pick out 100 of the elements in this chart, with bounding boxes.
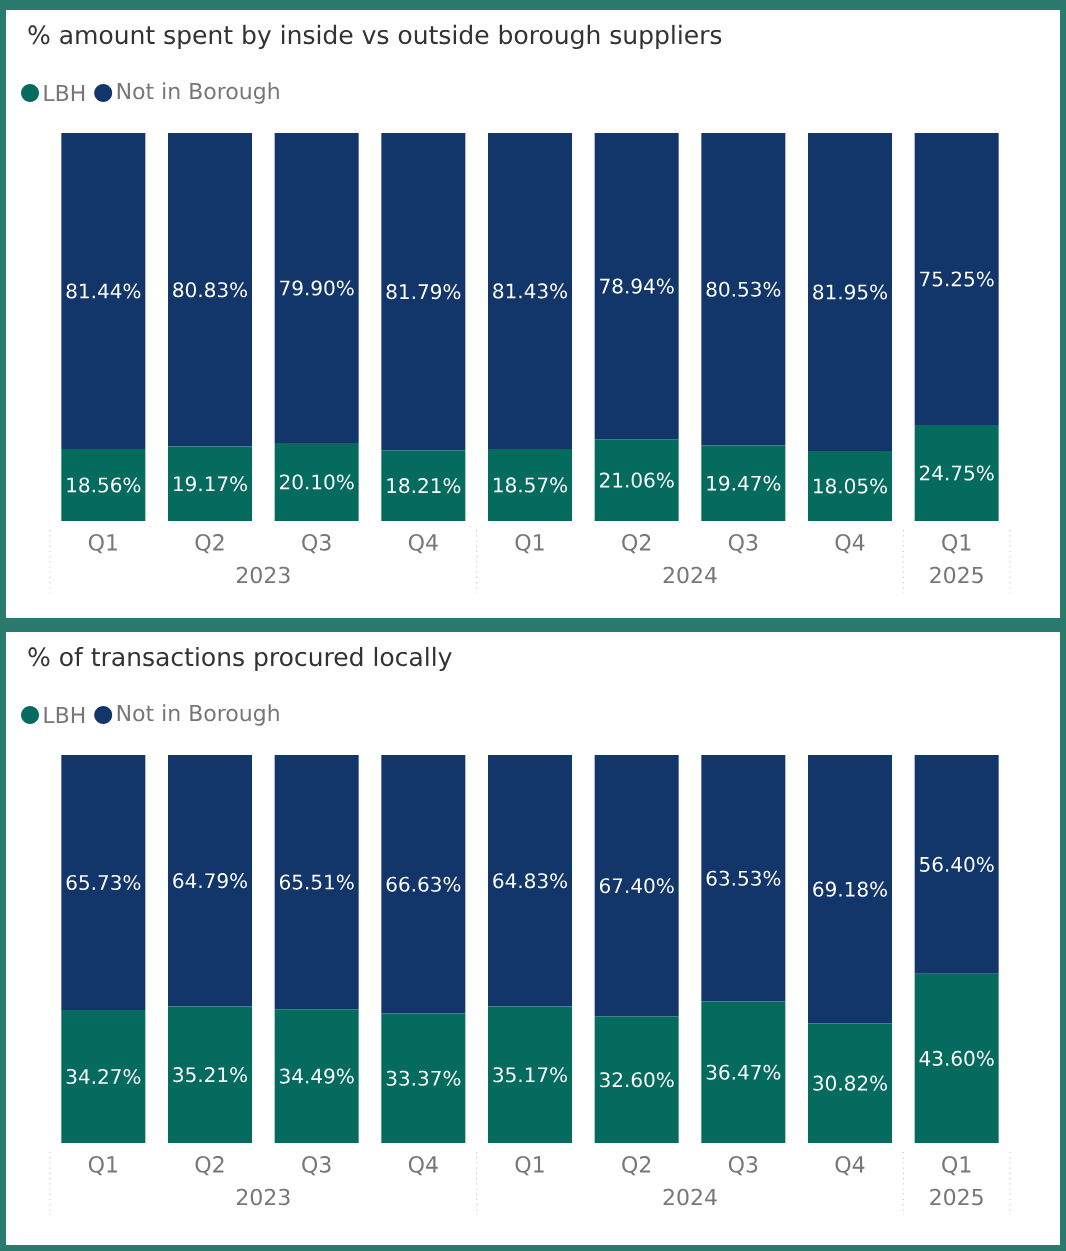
data-label: 34.27%	[66, 1068, 141, 1085]
x-tick-label: Q3	[302, 1156, 331, 1176]
x-tick-label: Q2	[622, 1156, 651, 1176]
x-tick-label: Q3	[728, 534, 758, 554]
bar	[807, 450, 892, 521]
bar	[914, 973, 999, 1143]
x-tick-label: Q2	[622, 534, 651, 554]
data-label: 34.49%	[280, 1068, 354, 1084]
bar	[381, 755, 466, 1014]
data-label: 18.57%	[494, 477, 568, 493]
x-tick-label: Q1	[515, 1156, 544, 1176]
x-tick-label: Q1	[942, 534, 971, 554]
data-label: 78.94%	[600, 278, 674, 294]
bar	[168, 132, 252, 447]
bar	[61, 448, 146, 521]
data-label: 33.37%	[386, 1070, 461, 1086]
bar	[701, 755, 786, 1002]
bar	[914, 755, 999, 974]
data-label: 80.53%	[706, 281, 781, 297]
bar	[274, 443, 359, 521]
data-label: 18.21%	[387, 478, 461, 494]
x-tick-label: Q4	[835, 1156, 865, 1176]
data-label: 35.21%	[173, 1067, 248, 1083]
bar	[381, 450, 466, 521]
data-label: 79.90%	[280, 280, 354, 296]
data-label: 20.10%	[280, 474, 354, 490]
data-label: 80.83%	[173, 282, 248, 298]
bar	[488, 1006, 572, 1143]
x-tick-label: Q1	[942, 1156, 971, 1176]
bar	[594, 439, 679, 521]
data-label: 65.73%	[66, 874, 141, 891]
data-label: 18.56%	[67, 477, 141, 493]
bar	[61, 1010, 146, 1143]
data-label: 32.60%	[600, 1072, 674, 1088]
text: 2023	[236, 566, 290, 584]
data-label: 24.75%	[920, 465, 994, 481]
legend-label: LBH	[44, 84, 85, 101]
bar	[807, 755, 892, 1024]
data-label: 56.40%	[920, 856, 994, 872]
data-label: 65.51%	[279, 874, 354, 890]
bar	[914, 132, 999, 425]
bar	[274, 755, 359, 1010]
bar	[61, 755, 146, 1011]
data-label: 67.40%	[599, 878, 674, 894]
legend-label: LBH	[44, 706, 85, 724]
data-label: 81.95%	[813, 284, 888, 300]
bar	[807, 1023, 892, 1143]
data-label: 18.05%	[814, 478, 888, 494]
data-label: 81.43%	[493, 283, 568, 299]
x-tick-label: Q4	[835, 534, 865, 554]
x-tick-label: Q1	[88, 534, 117, 554]
legend-label: Not in Borough	[117, 704, 279, 726]
bar	[168, 755, 252, 1007]
x-tick-label: Q2	[195, 534, 224, 554]
bar	[807, 132, 892, 451]
data-label: 66.63%	[386, 876, 461, 892]
bar	[701, 132, 786, 446]
x-tick-label: Q2	[195, 1156, 224, 1176]
data-label: 19.17%	[174, 476, 248, 492]
data-label: 21.06%	[600, 472, 674, 488]
bar	[61, 132, 146, 449]
x-tick-label: Q4	[408, 534, 438, 554]
chart-title: % of transactions procured locally	[28, 646, 452, 672]
bar	[168, 446, 252, 521]
legend-label: Not in Borough	[117, 82, 279, 104]
data-label: 81.79%	[386, 284, 461, 300]
x-tick-label: Q1	[88, 1156, 117, 1176]
data-label: 75.25%	[920, 271, 994, 287]
data-label: 30.82%	[813, 1075, 888, 1091]
data-label: 81.44%	[66, 283, 141, 299]
bar	[594, 132, 679, 440]
bar	[168, 1006, 252, 1143]
bar	[274, 132, 359, 443]
data-label: 63.53%	[706, 870, 781, 886]
data-label: 36.47%	[706, 1064, 781, 1080]
chart-title: % amount spent by inside vs outside borough suppliers	[28, 24, 722, 50]
text: 2024	[663, 566, 717, 584]
bar	[594, 1016, 679, 1143]
text: 2023	[236, 1188, 290, 1206]
bar	[274, 1009, 359, 1143]
bar	[701, 445, 786, 521]
data-label: 19.47%	[707, 475, 781, 491]
text: 2024	[663, 1188, 717, 1206]
data-label: 35.17%	[493, 1067, 568, 1083]
bar	[488, 755, 572, 1007]
bar	[381, 1013, 466, 1143]
bar	[488, 132, 572, 449]
data-label: 64.83%	[493, 873, 568, 889]
text: 2025	[930, 1188, 983, 1206]
x-tick-label: Q3	[302, 534, 331, 554]
bar	[594, 755, 679, 1017]
x-tick-label: Q3	[728, 1156, 758, 1176]
text: 2025	[930, 566, 983, 584]
bar	[914, 424, 999, 521]
data-label: 43.60%	[919, 1050, 994, 1066]
x-tick-label: Q1	[515, 534, 544, 554]
bar	[381, 132, 466, 451]
data-label: 64.79%	[173, 873, 248, 889]
data-label: 69.18%	[813, 881, 888, 897]
x-tick-label: Q4	[408, 1156, 438, 1176]
